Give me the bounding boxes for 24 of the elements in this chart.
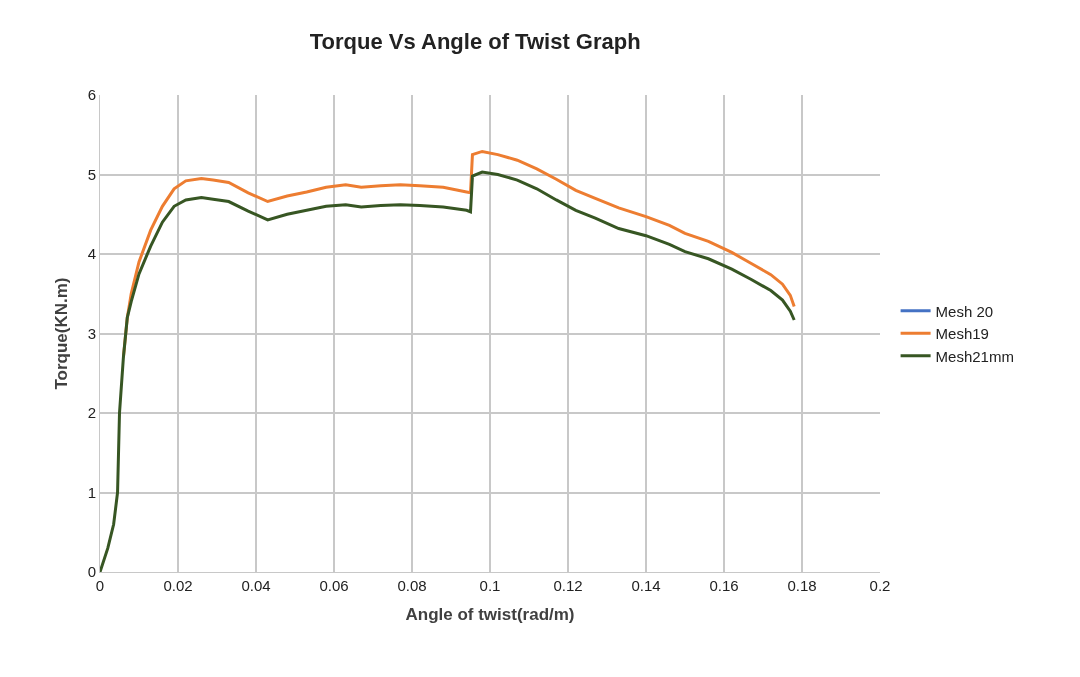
x-tick-label: 0.14 [631,577,661,594]
x-tick-label: 0.02 [163,577,193,594]
x-tick-label: 0.16 [709,577,739,594]
y-axis-title: Torque(KN.m) [52,277,72,390]
legend-label: Mesh19 [935,325,989,343]
x-tick-label: 0.2 [869,577,891,594]
x-tick-label: 0.18 [787,577,817,594]
x-tick-label: 0.12 [553,577,583,594]
y-tick-label: 3 [87,324,96,342]
x-tick-label: 0.04 [241,577,271,594]
y-tick-label: 6 [87,86,96,104]
y-tick-label: 5 [87,165,96,183]
y-tick-label: 4 [87,245,96,263]
legend-label: Mesh 20 [935,302,994,320]
y-tick-label: 0 [87,563,96,581]
chart-title: Torque Vs Angle of Twist Graph [309,29,641,55]
x-tick-label: 0.06 [319,577,349,594]
y-tick-label: 1 [87,483,96,501]
line-series [100,170,796,572]
x-tick-label: 0.1 [479,577,501,594]
x-tick-label: 0.08 [397,577,427,594]
legend-label: Mesh21mm [935,347,1014,365]
x-axis-title: Angle of twist(rad/m) [405,605,575,625]
y-tick-label: 2 [87,404,96,422]
